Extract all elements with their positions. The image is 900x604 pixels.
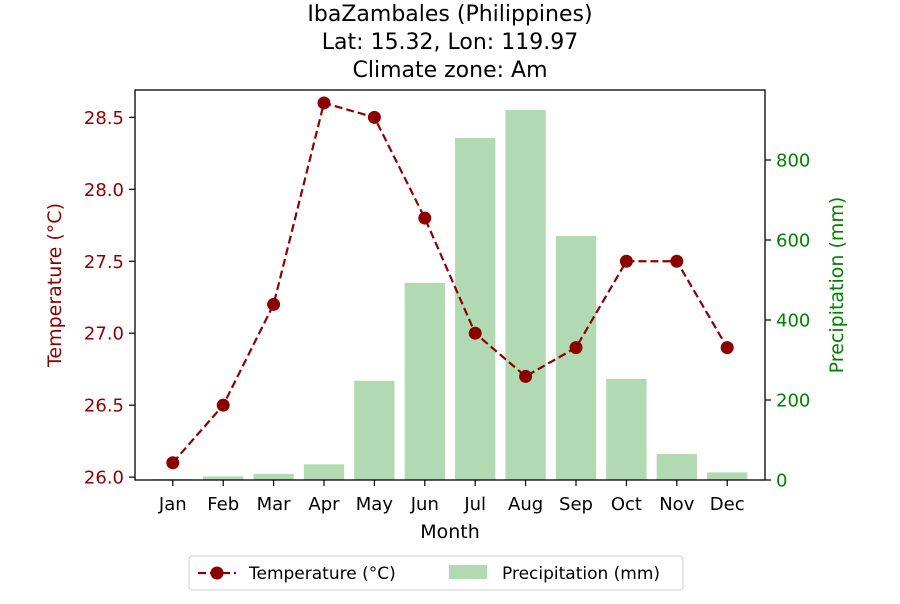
chart-title-line-1: IbaZambales (Philippines) <box>307 2 592 27</box>
precipitation-bar-nov <box>656 454 697 480</box>
temperature-line <box>166 96 734 470</box>
legend-precipitation-swatch <box>449 565 487 579</box>
legend-box <box>188 555 684 591</box>
left-tick-label: 28.5 <box>84 108 124 129</box>
x-axis-ticks: Jan Feb Mar Apr May Jun Jul Aug Sep Oct Nov Dec <box>158 480 745 515</box>
temperature-point-jun <box>418 211 432 225</box>
precipitation-bar-mar <box>253 474 294 480</box>
x-axis-label: Month <box>420 521 480 543</box>
precipitation-bar-apr <box>303 464 345 480</box>
right-axis-ticks: 0 200 400 600 800 <box>765 151 810 492</box>
left-tick-label: 27.0 <box>84 324 124 345</box>
right-tick-label: 400 <box>776 311 810 332</box>
precipitation-bars <box>152 110 748 480</box>
precipitation-bar-jul <box>455 138 496 480</box>
left-tick-label: 26.0 <box>84 468 124 489</box>
right-axis-label: Precipitation (mm) <box>826 197 848 374</box>
precipitation-bar-oct <box>606 378 647 480</box>
right-tick-label: 200 <box>776 391 810 412</box>
x-tick-label-mar: Mar <box>257 494 292 515</box>
x-tick-label-dec: Dec <box>710 494 745 515</box>
precipitation-bar-feb <box>203 476 244 480</box>
x-tick-label-nov: Nov <box>659 494 694 515</box>
x-tick-label-apr: Apr <box>308 494 340 515</box>
x-tick-label-jun: Jun <box>410 494 439 515</box>
precipitation-bar-may <box>354 380 395 480</box>
temperature-point-mar <box>267 297 281 311</box>
x-tick-label-aug: Aug <box>508 494 543 515</box>
precipitation-bar-aug <box>505 110 546 480</box>
temperature-point-nov <box>670 254 684 268</box>
x-tick-label-feb: Feb <box>207 494 239 515</box>
chart-title-line-2: Lat: 15.32, Lon: 119.97 <box>322 30 578 55</box>
right-tick-label: 800 <box>776 151 810 172</box>
left-tick-label: 27.5 <box>84 252 124 273</box>
precipitation-bar-jun <box>404 282 445 480</box>
right-tick-label: 600 <box>776 231 810 252</box>
legend-precipitation-label: Precipitation (mm) <box>502 564 660 584</box>
chart-title-line-3: Climate zone: Am <box>352 58 547 83</box>
temperature-point-jul <box>468 326 482 340</box>
temperature-point-sep <box>569 341 583 355</box>
left-tick-label: 26.5 <box>84 396 124 417</box>
temperature-point-feb <box>216 398 230 412</box>
precipitation-bar-dec <box>707 472 748 480</box>
right-tick-label: 0 <box>776 471 787 492</box>
temperature-point-dec <box>720 341 734 355</box>
x-tick-label-oct: Oct <box>611 494 642 515</box>
left-axis-label: Temperature (°C) <box>44 203 66 368</box>
temperature-point-oct <box>619 254 633 268</box>
x-tick-label-may: May <box>356 494 394 515</box>
temperature-point-jan <box>166 456 180 470</box>
plot-frame <box>134 89 766 481</box>
legend: Temperature (°C) Precipitation (mm) <box>188 555 684 591</box>
x-tick-label-jan: Jan <box>158 494 187 515</box>
temperature-line-path <box>171 101 729 464</box>
left-tick-label: 28.0 <box>84 180 124 201</box>
x-tick-label-jul: Jul <box>463 494 486 515</box>
left-axis-ticks: 26.0 26.5 27.0 27.5 28.0 28.5 <box>84 108 135 489</box>
legend-temperature-swatch-marker <box>210 566 224 580</box>
temperature-point-apr <box>317 96 331 110</box>
temperature-point-aug <box>519 369 533 383</box>
temperature-point-may <box>367 110 381 124</box>
legend-temperature-label: Temperature (°C) <box>248 564 396 584</box>
precipitation-bar-sep <box>555 236 597 480</box>
x-tick-label-sep: Sep <box>559 494 593 515</box>
